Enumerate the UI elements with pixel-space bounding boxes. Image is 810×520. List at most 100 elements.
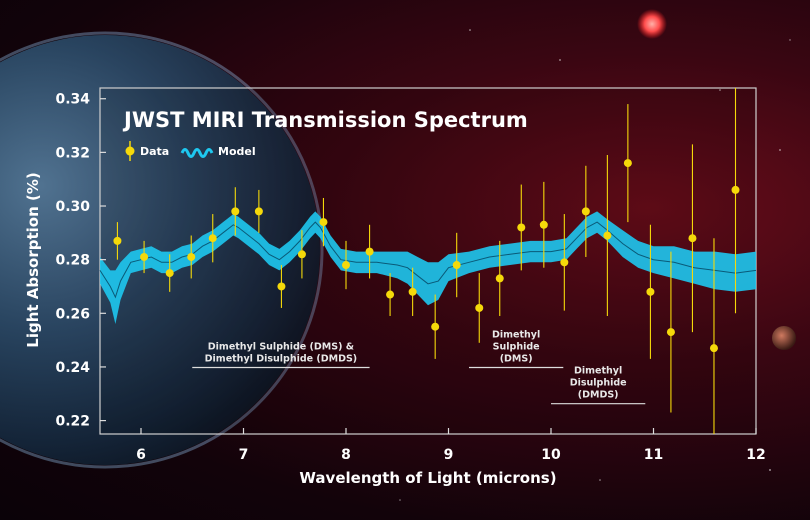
data-point [731, 88, 740, 314]
x-tick-label: 7 [239, 447, 249, 463]
data-point [709, 238, 718, 434]
planet-background [0, 35, 320, 465]
y-tick-label: 0.30 [55, 199, 90, 215]
data-marker [365, 247, 374, 256]
data-series [113, 88, 740, 434]
y-axis-label: Light Absorption (%) [24, 172, 42, 347]
data-point [365, 224, 374, 279]
x-tick-label: 9 [444, 447, 454, 463]
data-marker [603, 231, 612, 240]
x-tick-label: 10 [541, 447, 561, 463]
legend-item-model: Model [180, 145, 256, 158]
data-marker [113, 236, 122, 245]
data-point [539, 181, 548, 268]
data-marker [254, 207, 263, 216]
red-star [637, 9, 667, 39]
data-marker [581, 207, 590, 216]
data-marker [560, 258, 569, 267]
data-marker [277, 282, 286, 291]
annotations: Dimethyl Sulphide (DMS) &Dimethyl Disulp… [192, 329, 646, 405]
red-moon [772, 326, 796, 350]
legend-model-label: Model [218, 145, 256, 158]
data-marker [452, 261, 461, 270]
data-point [342, 240, 350, 290]
legend-data-marker [125, 146, 135, 156]
legend-item-data: Data [125, 141, 169, 161]
annotation-text: Dimethyl Sulphide (DMS) & [208, 341, 354, 352]
data-point [208, 214, 217, 263]
data-marker [731, 185, 740, 194]
data-marker [231, 207, 240, 216]
model-line [99, 221, 757, 299]
data-point [140, 240, 149, 274]
data-point [386, 273, 395, 316]
data-marker [709, 344, 718, 353]
legend-data-label: Data [140, 145, 169, 158]
data-point [231, 187, 240, 236]
chart-title: JWST MIRI Transmission Spectrum [122, 108, 528, 132]
data-point [408, 267, 417, 316]
annotation-text: (DMDS) [578, 390, 619, 401]
annotation: Dimethyl Sulphide (DMS) &Dimethyl Disulp… [192, 341, 370, 369]
data-marker [688, 234, 697, 243]
y-tick-label: 0.28 [55, 253, 90, 269]
data-point [646, 224, 655, 359]
x-tick-label: 12 [746, 447, 765, 463]
data-point [517, 184, 526, 271]
planet-glow [0, 31, 324, 469]
data-point [475, 273, 484, 343]
data-point [277, 265, 286, 308]
x-tick-label: 8 [341, 447, 351, 463]
data-marker [495, 274, 504, 283]
y-tick-label: 0.26 [55, 306, 90, 322]
data-marker [297, 250, 306, 259]
data-point [666, 251, 675, 413]
annotation-text: Dimethyl [574, 366, 622, 377]
data-point [623, 104, 632, 223]
data-marker [342, 261, 350, 270]
data-point [113, 222, 122, 260]
legend-model-wave [180, 148, 214, 158]
data-point [254, 189, 263, 233]
y-tick-label: 0.24 [55, 360, 90, 376]
data-marker [386, 290, 395, 299]
data-point [187, 235, 196, 279]
data-marker [208, 234, 217, 243]
legend: Data Model [125, 141, 256, 161]
data-point [431, 294, 440, 359]
data-marker [187, 252, 196, 261]
data-marker [539, 220, 548, 229]
model-series [99, 211, 757, 324]
data-marker [475, 303, 484, 312]
data-marker [431, 322, 440, 331]
data-marker [165, 269, 174, 278]
data-point [560, 214, 569, 311]
data-point [319, 197, 328, 247]
data-marker [623, 159, 632, 168]
y-axis: 0.22 0.24 0.26 0.28 0.30 0.32 0.34 [55, 92, 106, 430]
star-field [399, 29, 791, 501]
data-marker [319, 218, 328, 227]
y-tick-label: 0.22 [55, 414, 90, 430]
data-marker [666, 328, 675, 337]
x-tick-label: 11 [644, 447, 663, 463]
data-marker [408, 287, 417, 296]
data-point [165, 254, 174, 292]
data-point [297, 230, 306, 279]
annotation-text: Sulphide [493, 341, 540, 352]
annotation-text: Dimethyl [492, 329, 540, 340]
x-tick-label: 6 [136, 447, 146, 463]
data-marker [646, 287, 655, 296]
data-point [603, 155, 612, 316]
x-axis: 6 7 8 9 10 11 12 [136, 428, 766, 463]
data-point [581, 165, 590, 257]
y-tick-label: 0.34 [55, 92, 90, 108]
y-tick-label: 0.32 [55, 145, 90, 161]
annotation-text: Dimethyl Disulphide (DMDS) [205, 353, 357, 364]
data-point [452, 232, 461, 298]
data-marker [140, 252, 149, 261]
annotation-text: Disulphide [570, 378, 627, 389]
